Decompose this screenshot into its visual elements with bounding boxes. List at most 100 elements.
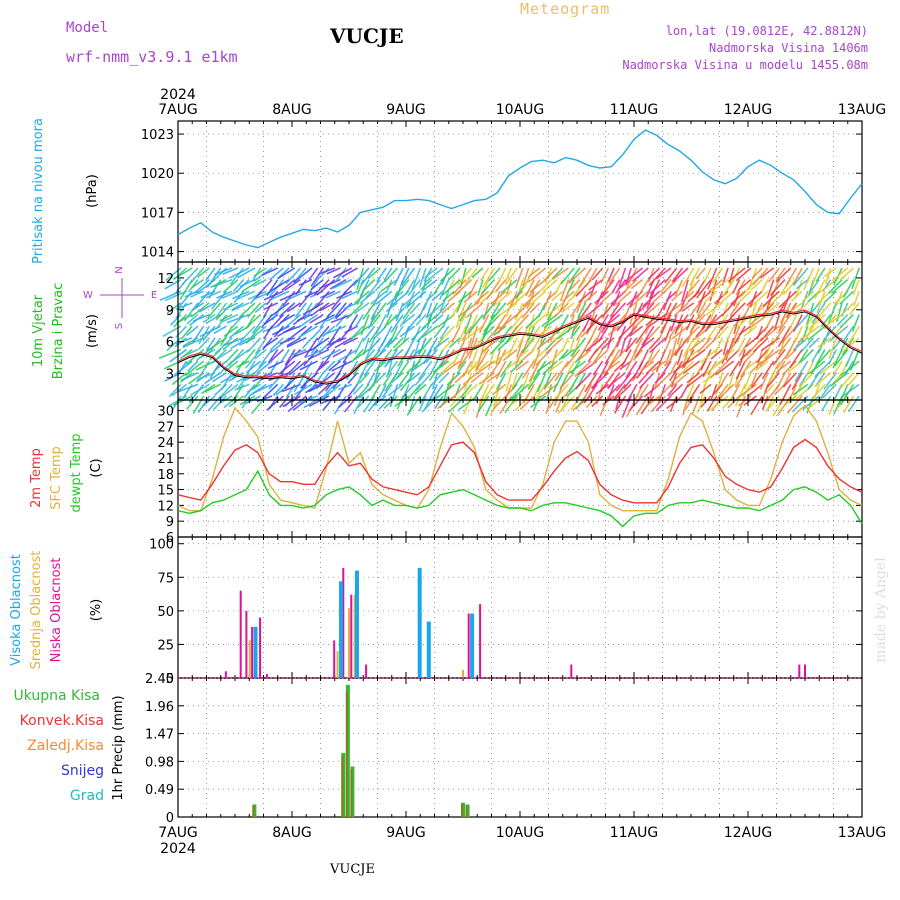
wind-barb — [475, 349, 490, 371]
wind-barb — [185, 348, 205, 365]
wind-barb — [356, 383, 370, 400]
temperature-ytick-label: 27 — [157, 420, 174, 435]
wind-barb — [270, 337, 290, 354]
wind-barb — [367, 348, 381, 366]
temperature-ytick-label: 12 — [157, 499, 174, 514]
wind-barb — [398, 372, 410, 387]
wind-barb — [383, 314, 393, 329]
wind-barb — [260, 314, 273, 329]
wind-barb — [284, 372, 302, 390]
wind-barb — [559, 372, 575, 390]
wind-barb — [514, 267, 524, 289]
wind-barb — [555, 395, 564, 413]
wind-title-2: Brzina i Pravac — [51, 283, 66, 380]
wind-barb — [204, 383, 222, 393]
wind-barb — [561, 302, 575, 313]
wind-barb — [477, 395, 490, 413]
wind-barb — [342, 279, 359, 295]
wind-barb — [539, 383, 558, 399]
wind-barb — [477, 360, 490, 372]
wind-barb — [245, 360, 262, 374]
wind-barb — [513, 302, 530, 319]
wind-barb — [710, 348, 723, 360]
wind-barb — [697, 290, 712, 304]
wind-barb — [570, 337, 587, 357]
wind-barb — [219, 383, 239, 400]
wind-barb — [706, 395, 718, 412]
wind-barb — [193, 279, 210, 295]
wind-barb — [809, 279, 820, 294]
wind-barb — [670, 383, 684, 397]
wind-barb — [383, 395, 398, 409]
wind-barb — [689, 279, 701, 292]
wind-barb — [219, 360, 233, 375]
wind-barb — [814, 279, 826, 300]
wind-barb — [494, 314, 507, 332]
wind-barb — [504, 267, 518, 286]
wind-barb — [767, 290, 786, 308]
wind-barb — [666, 395, 683, 410]
wind-barb — [577, 267, 592, 289]
wind-barb — [431, 383, 444, 401]
wind-barb — [341, 267, 358, 278]
wind-barb — [767, 267, 780, 283]
wind-barb — [696, 290, 706, 314]
wind-barb — [618, 325, 632, 339]
wind-barb — [287, 325, 307, 341]
wind-barb — [385, 360, 399, 378]
wind-barb — [795, 279, 803, 298]
wind-barb — [354, 290, 370, 304]
wind-barb — [686, 372, 706, 388]
wind-barb — [309, 313, 324, 324]
time-tick-bottom: 8AUG — [272, 825, 312, 841]
wind-barb — [559, 290, 570, 312]
wind-barb — [192, 313, 210, 322]
wind-barb — [462, 360, 473, 378]
pressure-ytick-label: 1017 — [141, 206, 174, 221]
wind-barb — [764, 325, 780, 339]
precip-ytick-label: 0.98 — [145, 755, 174, 770]
wind-barb — [189, 267, 205, 284]
wind-barb — [375, 314, 387, 335]
wind-barb — [308, 267, 319, 281]
wind-barb — [402, 302, 416, 320]
wind-barb — [545, 395, 553, 414]
wind-barb — [798, 349, 809, 364]
wind-barb — [830, 279, 849, 294]
wind-barb — [775, 267, 792, 283]
hail-label: Grad — [70, 788, 104, 804]
wind-barb — [623, 267, 644, 283]
wind-barb — [660, 302, 672, 325]
wind-barb — [343, 395, 359, 413]
wind-barb — [480, 279, 490, 298]
wind-barb — [424, 267, 444, 284]
wind-barb — [798, 372, 815, 388]
wind-barb — [458, 349, 473, 368]
wind-barb — [591, 267, 604, 281]
snow-label: Snijeg — [61, 763, 104, 779]
wind-barb — [718, 372, 729, 388]
wind-barb — [284, 278, 301, 292]
wind-barb — [370, 290, 387, 305]
wind-barb — [205, 290, 222, 299]
wind-barb — [215, 302, 228, 319]
wind-barb — [763, 314, 775, 333]
wind-barb — [158, 348, 182, 359]
cloud-bar — [265, 673, 268, 678]
compass-bottom: S — [114, 323, 125, 329]
wind-barb — [480, 383, 496, 405]
wind-barb — [794, 360, 809, 382]
wind-barb — [657, 302, 667, 317]
wind-barb — [807, 372, 820, 390]
wind-barb — [735, 267, 752, 282]
wind-barb — [664, 325, 672, 342]
wind-barb — [183, 348, 199, 357]
wind-barb — [782, 372, 798, 388]
wind-barb — [404, 383, 421, 403]
wind-barb — [584, 372, 598, 393]
wind-barb — [334, 302, 347, 318]
wind-barb — [832, 360, 843, 376]
wind-barb — [528, 267, 547, 283]
wind-barb — [673, 302, 689, 317]
wind-barb — [536, 372, 547, 393]
